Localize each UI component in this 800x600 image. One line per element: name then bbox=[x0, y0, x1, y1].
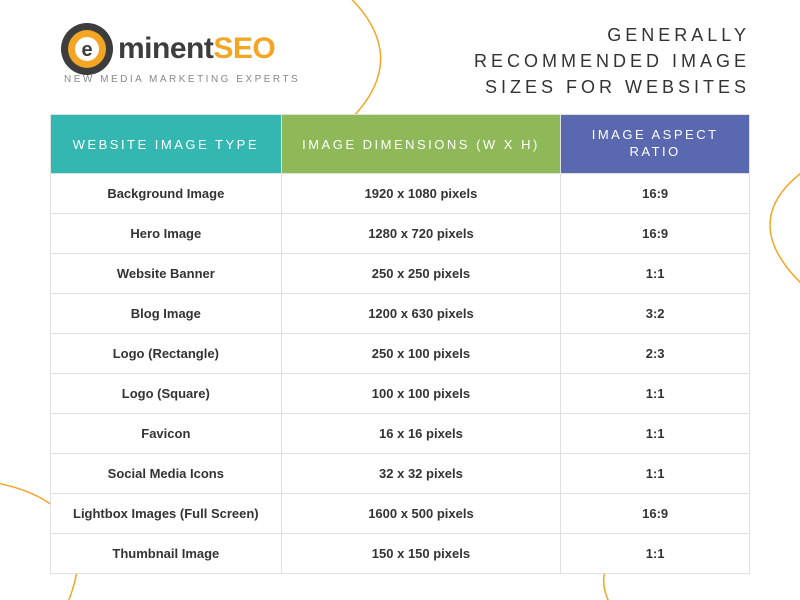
table-cell: 250 x 100 pixels bbox=[281, 334, 561, 374]
table-cell: 1:1 bbox=[561, 254, 750, 294]
table-cell: 16 x 16 pixels bbox=[281, 414, 561, 454]
table-cell: Social Media Icons bbox=[51, 454, 282, 494]
table-cell: Blog Image bbox=[51, 294, 282, 334]
table-row: Blog Image1200 x 630 pixels3:2 bbox=[51, 294, 750, 334]
column-header: IMAGE ASPECTRATIO bbox=[561, 115, 750, 174]
table-cell: Website Banner bbox=[51, 254, 282, 294]
table-cell: 1:1 bbox=[561, 454, 750, 494]
page-title: GENERALLY RECOMMENDED IMAGE SIZES FOR WE… bbox=[474, 22, 750, 100]
table-cell: Favicon bbox=[51, 414, 282, 454]
svg-text:e: e bbox=[81, 39, 92, 61]
table-row: Thumbnail Image150 x 150 pixels1:1 bbox=[51, 534, 750, 574]
table-cell: 1:1 bbox=[561, 374, 750, 414]
logo-mark-icon: e bbox=[60, 22, 114, 76]
table-cell: 16:9 bbox=[561, 494, 750, 534]
table-row: Logo (Rectangle)250 x 100 pixels2:3 bbox=[51, 334, 750, 374]
table-cell: Logo (Rectangle) bbox=[51, 334, 282, 374]
table-cell: Lightbox Images (Full Screen) bbox=[51, 494, 282, 534]
table-cell: Thumbnail Image bbox=[51, 534, 282, 574]
column-header: IMAGE DIMENSIONS (W X H) bbox=[281, 115, 561, 174]
title-line-3: SIZES FOR WEBSITES bbox=[474, 74, 750, 100]
logo-wordmark: minentSEO bbox=[118, 32, 275, 66]
table-row: Logo (Square)100 x 100 pixels1:1 bbox=[51, 374, 750, 414]
logo: e minentSEO NEW MEDIA MARKETING EXPERTS bbox=[60, 22, 300, 85]
column-header: WEBSITE IMAGE TYPE bbox=[51, 115, 282, 174]
table-row: Website Banner250 x 250 pixels1:1 bbox=[51, 254, 750, 294]
title-line-2: RECOMMENDED IMAGE bbox=[474, 48, 750, 74]
table-cell: 100 x 100 pixels bbox=[281, 374, 561, 414]
table-cell: 16:9 bbox=[561, 214, 750, 254]
table-cell: 2:3 bbox=[561, 334, 750, 374]
table-cell: 3:2 bbox=[561, 294, 750, 334]
sizes-table: WEBSITE IMAGE TYPEIMAGE DIMENSIONS (W X … bbox=[50, 114, 750, 574]
table-cell: 1600 x 500 pixels bbox=[281, 494, 561, 534]
table-cell: Logo (Square) bbox=[51, 374, 282, 414]
table-cell: Background Image bbox=[51, 174, 282, 214]
sizes-table-wrap: WEBSITE IMAGE TYPEIMAGE DIMENSIONS (W X … bbox=[50, 114, 750, 574]
table-cell: 1:1 bbox=[561, 414, 750, 454]
title-line-1: GENERALLY bbox=[474, 22, 750, 48]
table-cell: 1:1 bbox=[561, 534, 750, 574]
table-cell: 1200 x 630 pixels bbox=[281, 294, 561, 334]
header: e minentSEO NEW MEDIA MARKETING EXPERTS … bbox=[0, 0, 800, 114]
table-row: Lightbox Images (Full Screen)1600 x 500 … bbox=[51, 494, 750, 534]
table-cell: 32 x 32 pixels bbox=[281, 454, 561, 494]
table-row: Background Image1920 x 1080 pixels16:9 bbox=[51, 174, 750, 214]
logo-word-seo: SEO bbox=[213, 32, 275, 65]
table-cell: 1280 x 720 pixels bbox=[281, 214, 561, 254]
table-row: Hero Image1280 x 720 pixels16:9 bbox=[51, 214, 750, 254]
table-row: Favicon16 x 16 pixels1:1 bbox=[51, 414, 750, 454]
table-row: Social Media Icons32 x 32 pixels1:1 bbox=[51, 454, 750, 494]
table-cell: 1920 x 1080 pixels bbox=[281, 174, 561, 214]
table-cell: 250 x 250 pixels bbox=[281, 254, 561, 294]
table-cell: Hero Image bbox=[51, 214, 282, 254]
table-cell: 150 x 150 pixels bbox=[281, 534, 561, 574]
logo-word-main: minent bbox=[118, 32, 213, 65]
table-cell: 16:9 bbox=[561, 174, 750, 214]
